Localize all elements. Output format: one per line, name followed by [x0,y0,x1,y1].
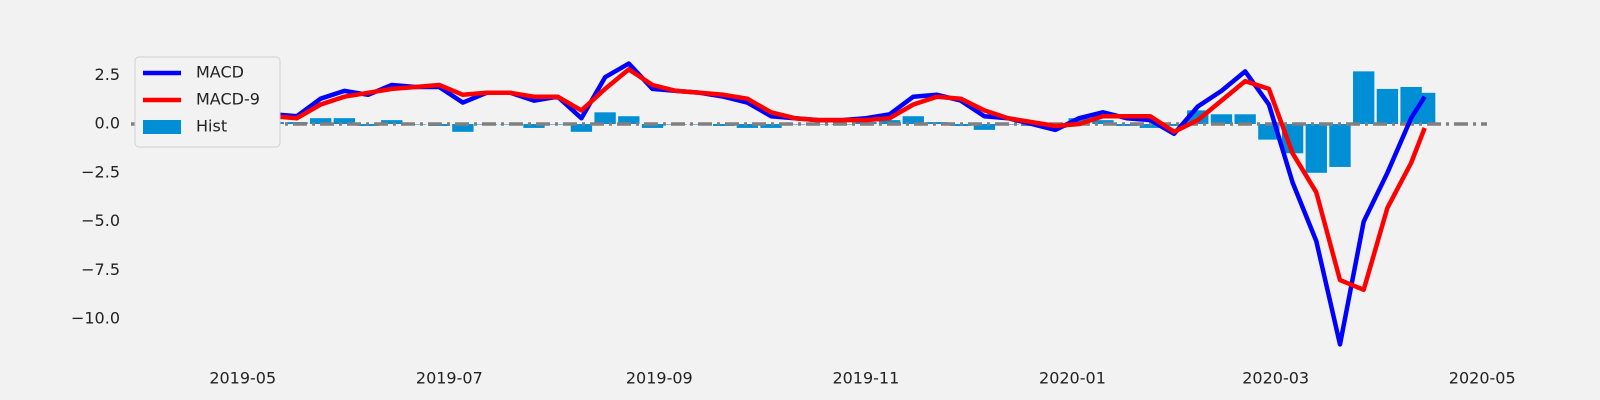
y-tick-label: −7.5 [81,260,120,279]
legend-label: MACD [196,63,244,82]
hist-bar [712,124,735,126]
x-tick-label: 2019-07 [416,369,483,388]
hist-bar [1376,88,1399,125]
hist-bar [736,124,759,128]
hist-bar [902,116,924,125]
legend-label: Hist [196,117,227,136]
x-tick-label: 2020-03 [1242,369,1309,388]
hist-bar [878,120,901,125]
hist-bar [641,124,664,128]
x-tick-label: 2020-05 [1449,369,1516,388]
y-tick-label: 2.5 [95,65,120,84]
x-tick-label: 2019-05 [209,369,276,388]
hist-bar [309,118,332,125]
hist-bar [1139,124,1162,128]
legend-swatch [143,120,181,134]
hist-bar [1115,124,1138,126]
hist-bar [1163,124,1185,126]
hist-bar [760,124,782,128]
hist-bar [1413,92,1436,125]
hist-bar [1210,114,1233,125]
hist-bar [1281,124,1304,154]
hist-bar [784,124,806,125]
hist-bar [333,118,356,125]
hist-bar [594,112,616,125]
y-tick-label: −2.5 [81,162,120,181]
hist-bar [523,124,545,128]
hist-bar [1092,120,1114,125]
hist-bar [1329,124,1351,167]
hist-bar [618,116,640,125]
x-tick-label: 2020-01 [1039,369,1106,388]
hist-bar [926,122,948,125]
hist-bar [1234,114,1256,125]
hist-bar [1305,124,1327,173]
hist-bar [1353,71,1375,125]
x-tick-label: 2019-09 [626,369,693,388]
hist-bar [1068,118,1090,125]
legend-label: MACD-9 [196,90,260,109]
hist-bar [404,124,427,125]
x-tick-label: 2019-11 [832,369,899,388]
line-series [154,67,1427,293]
line-series [154,61,1427,347]
hist-bar [452,124,474,132]
hist-bar [570,124,593,132]
legend: MACD MACD-9 Hist [134,56,281,148]
y-tick-label: 0.0 [95,114,120,133]
hist-bar [381,120,403,125]
y-tick-label: −10.0 [71,309,120,328]
y-tick-label: −5.0 [81,211,120,230]
hist-bar [973,124,996,130]
